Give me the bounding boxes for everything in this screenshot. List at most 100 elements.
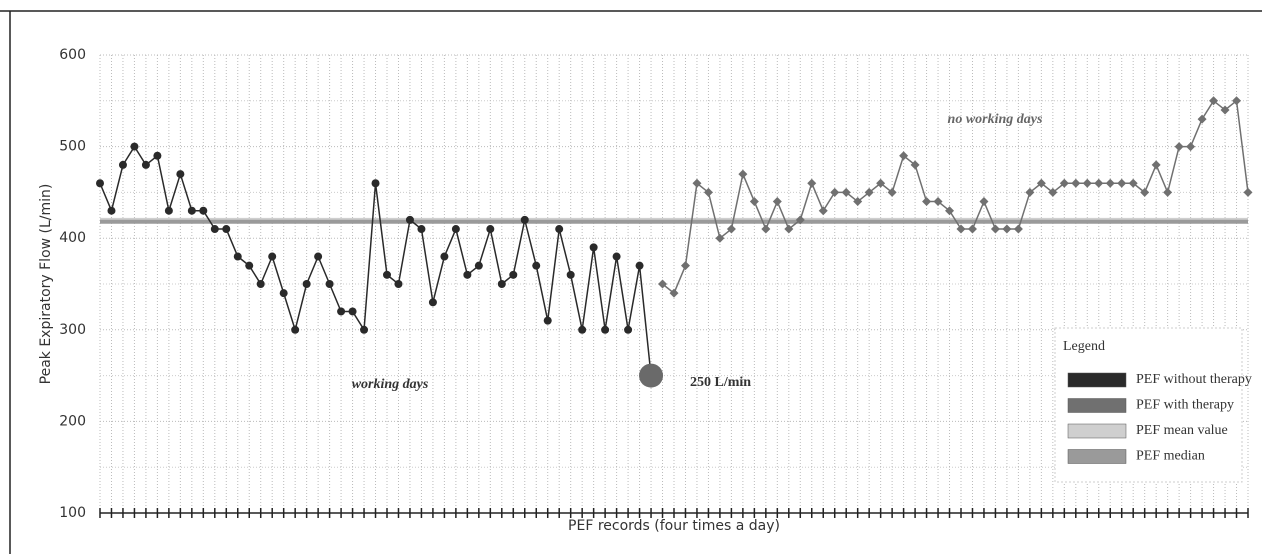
- y-tick-label: 200: [59, 413, 86, 429]
- point: [680, 261, 690, 271]
- point: [933, 197, 943, 207]
- legend-swatch: [1067, 372, 1127, 388]
- point: [1128, 178, 1138, 188]
- point: [887, 187, 897, 197]
- point: [807, 178, 817, 188]
- point: [910, 160, 920, 170]
- point: [715, 233, 725, 243]
- point: [256, 280, 265, 288]
- point: [876, 178, 886, 188]
- series-line: [662, 99, 1249, 295]
- point: [967, 224, 977, 234]
- legend-label: PEF mean value: [1136, 423, 1228, 438]
- point: [394, 280, 403, 288]
- y-tick-label: 100: [59, 505, 86, 521]
- point: [509, 270, 518, 279]
- point: [566, 270, 575, 279]
- point: [417, 225, 426, 234]
- legend-title: Legend: [1063, 339, 1105, 354]
- point: [624, 325, 633, 334]
- point: [899, 151, 909, 161]
- point: [1174, 142, 1184, 152]
- point: [1048, 187, 1058, 197]
- point: [1140, 187, 1150, 197]
- point: [818, 206, 828, 216]
- point: [784, 224, 794, 234]
- point: [337, 307, 346, 316]
- point: [474, 261, 483, 270]
- point: [1232, 96, 1242, 106]
- point: [314, 252, 323, 261]
- point: [578, 325, 587, 334]
- y-tick-label: 500: [59, 139, 86, 155]
- point: [1094, 178, 1104, 188]
- point: [841, 187, 851, 197]
- point: [187, 206, 196, 215]
- point: [738, 169, 748, 179]
- point: [153, 151, 162, 160]
- point: [118, 160, 127, 169]
- point: [601, 325, 610, 334]
- point: [440, 252, 449, 261]
- annotation: 250 L/min: [690, 375, 751, 390]
- point: [612, 252, 621, 261]
- point: [222, 225, 231, 234]
- point: [325, 280, 334, 288]
- point: [291, 325, 300, 334]
- point: [176, 170, 185, 179]
- y-tick-label: 300: [59, 322, 86, 338]
- point: [107, 206, 116, 215]
- y-tick-label: 600: [59, 47, 86, 63]
- point: [451, 225, 460, 234]
- point: [956, 224, 966, 234]
- point: [383, 270, 391, 279]
- point: [1163, 187, 1173, 197]
- point: [726, 224, 736, 234]
- legend-label: PEF median: [1136, 449, 1205, 464]
- legend: Legend PEF without therapy PEF with thera…: [1054, 327, 1252, 483]
- point: [1025, 187, 1035, 197]
- point: [210, 225, 219, 234]
- point: [830, 187, 840, 197]
- highlight-point: [639, 363, 664, 388]
- point: [1186, 142, 1196, 152]
- point: [245, 261, 254, 270]
- legend-swatch: [1067, 398, 1127, 413]
- point: [130, 142, 139, 151]
- point: [922, 197, 932, 207]
- point: [302, 280, 311, 288]
- point: [669, 288, 679, 298]
- point: [795, 215, 805, 225]
- point: [1071, 178, 1081, 188]
- point: [405, 215, 414, 224]
- annotation: no working days: [948, 112, 1043, 127]
- point: [1117, 178, 1127, 188]
- point: [1059, 178, 1069, 188]
- point: [749, 197, 759, 207]
- point: [520, 215, 529, 224]
- point: [360, 325, 369, 334]
- point: [543, 316, 552, 325]
- y-tick-label: 400: [59, 230, 86, 246]
- point: [658, 279, 668, 289]
- point: [979, 197, 989, 207]
- point: [233, 252, 242, 261]
- plot: [96, 96, 1253, 388]
- point: [371, 179, 380, 188]
- point: [772, 197, 782, 207]
- point: [532, 261, 541, 270]
- point: [497, 280, 506, 288]
- point: [463, 270, 472, 279]
- point: [945, 206, 955, 216]
- point: [761, 224, 771, 234]
- point: [199, 206, 208, 215]
- point: [428, 298, 437, 307]
- point: [635, 261, 644, 270]
- point: [348, 307, 357, 316]
- legend-label: PEF without therapy: [1136, 372, 1252, 387]
- point: [1243, 187, 1253, 197]
- point: [164, 206, 173, 215]
- point: [1151, 160, 1161, 170]
- point: [589, 243, 598, 252]
